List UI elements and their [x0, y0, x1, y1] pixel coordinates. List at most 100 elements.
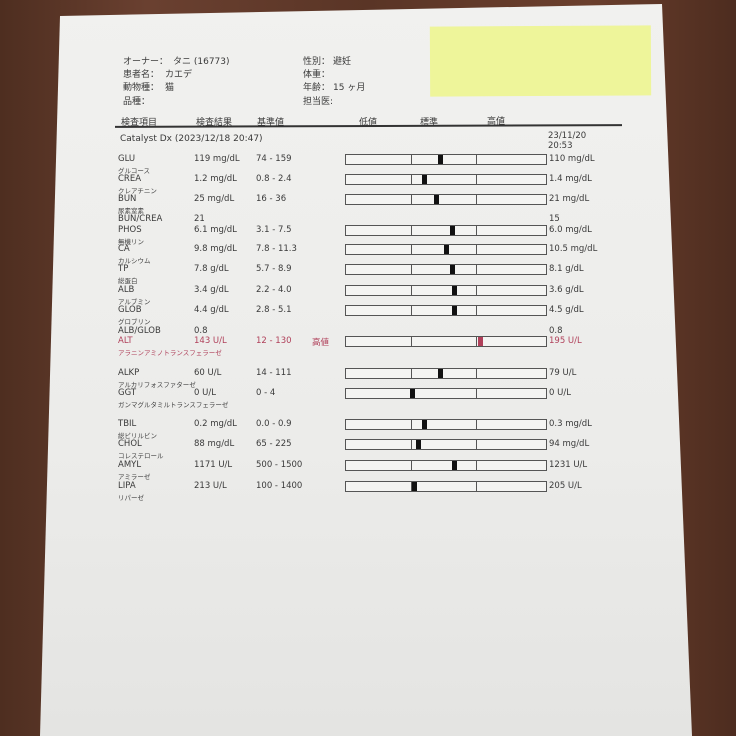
normal-high-divider	[476, 155, 477, 164]
col-reference: 基準値	[257, 118, 285, 128]
doctor-label: 担当医:	[303, 97, 334, 107]
test-code: ALT	[118, 336, 133, 346]
col-normal: 標準	[420, 118, 439, 128]
age-value: 15 ヶ月	[333, 83, 366, 93]
result-marker	[434, 195, 439, 204]
previous-time: 20:53	[548, 141, 573, 151]
range-bar	[345, 194, 547, 205]
normal-high-divider	[476, 195, 477, 204]
test-name: ガンマグルタミルトランスフェラーゼ	[118, 401, 229, 409]
low-normal-divider	[411, 245, 412, 254]
test-name: リパーゼ	[118, 494, 144, 502]
test-code: BUN	[118, 194, 137, 204]
col-low: 低値	[359, 118, 378, 128]
test-name: アルブミン	[118, 298, 151, 306]
result-marker	[452, 461, 457, 470]
test-result: 7.8 g/dL	[194, 264, 229, 274]
low-normal-divider	[411, 265, 412, 274]
normal-high-divider	[476, 245, 477, 254]
owner-value: タニ (16773)	[173, 57, 230, 67]
test-result: 0.2 mg/dL	[194, 419, 237, 429]
test-name: アルカリフォスファターゼ	[118, 381, 196, 389]
test-code: PHOS	[118, 225, 142, 235]
low-normal-divider	[411, 195, 412, 204]
patient-label: 患者名：	[123, 70, 160, 80]
normal-high-divider	[476, 175, 477, 184]
previous-result: 21 mg/dL	[549, 194, 590, 204]
col-result: 検査結果	[196, 118, 233, 128]
test-result: 1.2 mg/dL	[194, 174, 237, 184]
test-result: 9.8 mg/dL	[194, 244, 237, 254]
range-bar	[345, 305, 547, 316]
result-marker	[444, 245, 449, 254]
result-marker	[452, 286, 457, 295]
reference-range: 7.8 - 11.3	[256, 244, 297, 254]
result-marker	[478, 337, 483, 346]
test-result: 60 U/L	[194, 368, 222, 378]
previous-result: 15	[549, 214, 560, 224]
range-bar	[345, 388, 547, 399]
reference-range: 500 - 1500	[256, 460, 303, 470]
previous-result: 8.1 g/dL	[549, 264, 584, 274]
reference-range: 0 - 4	[256, 388, 276, 398]
reference-range: 5.7 - 8.9	[256, 264, 292, 274]
normal-high-divider	[476, 265, 477, 274]
reference-range: 100 - 1400	[256, 481, 303, 491]
normal-high-divider	[476, 369, 477, 378]
test-result: 21	[194, 214, 205, 224]
range-bar	[345, 439, 547, 450]
low-normal-divider	[411, 461, 412, 470]
range-bar	[345, 481, 547, 492]
test-code: GLU	[118, 154, 136, 164]
low-normal-divider	[411, 155, 412, 164]
species-value: 猫	[165, 83, 175, 93]
result-marker	[416, 440, 421, 449]
test-code: ALB	[118, 285, 135, 295]
test-name: クレアチニン	[118, 187, 157, 195]
range-bar	[345, 419, 547, 430]
low-normal-divider	[411, 482, 412, 491]
test-code: LIPA	[118, 481, 136, 491]
test-name: 無機リン	[118, 238, 144, 246]
panel-title: Catalyst Dx (2023/12/18 20:47)	[120, 134, 263, 144]
result-marker	[452, 306, 457, 315]
previous-result: 0.3 mg/dL	[549, 419, 592, 429]
previous-result: 4.5 g/dL	[549, 305, 584, 315]
low-normal-divider	[411, 369, 412, 378]
age-label: 年齢：	[303, 83, 331, 93]
range-bar	[345, 264, 547, 275]
test-result: 4.4 g/dL	[194, 305, 229, 315]
range-bar	[345, 460, 547, 471]
range-bar	[345, 368, 547, 379]
reference-range: 0.0 - 0.9	[256, 419, 292, 429]
reference-range: 65 - 225	[256, 439, 292, 449]
previous-result: 79 U/L	[549, 368, 577, 378]
test-name: 総ビリルビン	[118, 432, 157, 440]
normal-high-divider	[476, 306, 477, 315]
test-code: AMYL	[118, 460, 142, 470]
reference-range: 0.8 - 2.4	[256, 174, 292, 184]
test-result: 119 mg/dL	[194, 154, 240, 164]
range-bar	[345, 285, 547, 296]
low-normal-divider	[411, 226, 412, 235]
reference-range: 2.8 - 5.1	[256, 305, 292, 315]
previous-result: 3.6 g/dL	[549, 285, 584, 295]
range-bar	[345, 244, 547, 255]
test-name: グルコース	[118, 167, 151, 175]
test-name: コレステロール	[118, 452, 164, 460]
previous-result: 1.4 mg/dL	[549, 174, 592, 184]
col-item: 検査項目	[121, 118, 158, 128]
reference-range: 14 - 111	[256, 368, 292, 378]
normal-high-divider	[476, 337, 477, 346]
test-name: 尿素窒素	[118, 207, 144, 215]
breed-label: 品種：	[123, 97, 151, 107]
low-normal-divider	[411, 440, 412, 449]
test-name: 総蛋白	[118, 277, 138, 285]
test-result: 88 mg/dL	[194, 439, 235, 449]
test-code: GGT	[118, 388, 137, 398]
low-normal-divider	[411, 175, 412, 184]
previous-result: 6.0 mg/dL	[549, 225, 592, 235]
low-normal-divider	[411, 306, 412, 315]
result-marker	[410, 389, 415, 398]
test-code: CHOL	[118, 439, 142, 449]
